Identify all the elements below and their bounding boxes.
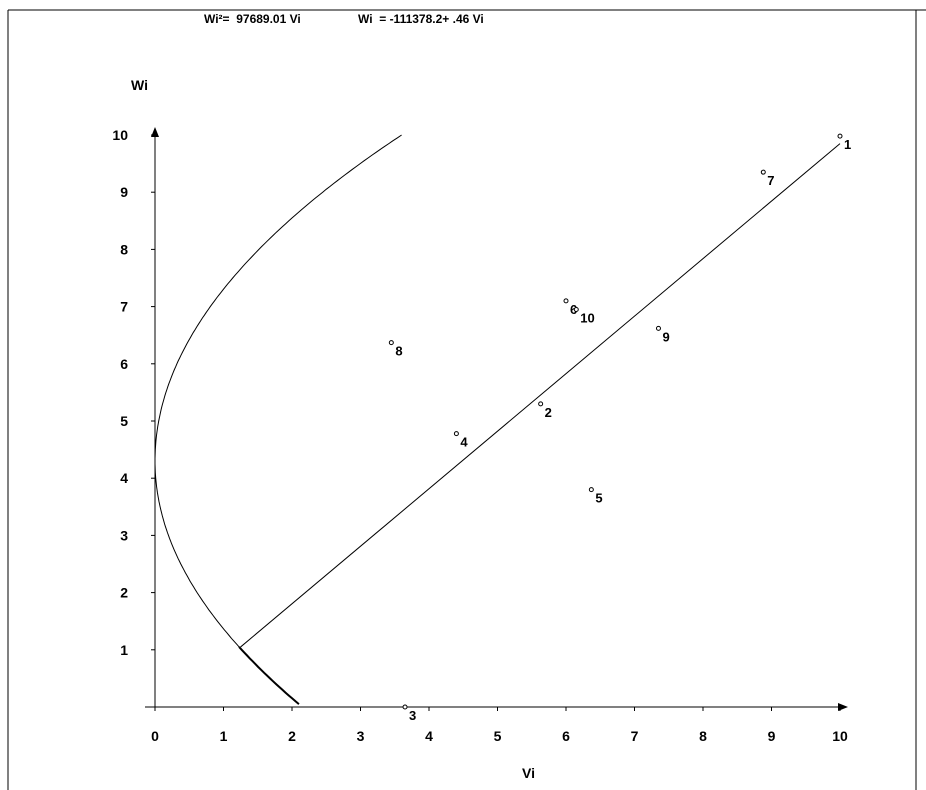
data-point-label: 6 bbox=[570, 302, 577, 317]
y-tick-label: 5 bbox=[120, 413, 128, 429]
data-point bbox=[402, 704, 408, 710]
parabola-lower-segment bbox=[238, 646, 300, 705]
y-ticks: 1 2 3 4 5 6 7 8 9 10 bbox=[112, 127, 155, 658]
data-point-label: 5 bbox=[595, 491, 602, 506]
y-tick-label: 2 bbox=[120, 585, 128, 601]
x-tick-label: 2 bbox=[288, 728, 296, 744]
y-axis-label: Wi bbox=[131, 77, 148, 93]
data-point-label: 10 bbox=[580, 310, 594, 325]
equation-line: Wi = -111378.2+ .46 Vi bbox=[358, 12, 484, 26]
x-ticks: 0 1 2 3 4 5 6 7 8 9 10 bbox=[151, 707, 848, 744]
data-point-label: 2 bbox=[545, 405, 552, 420]
x-tick-label: 9 bbox=[768, 728, 776, 744]
parabola-curve bbox=[154, 134, 402, 705]
x-tick-label: 5 bbox=[494, 728, 502, 744]
y-tick-label: 3 bbox=[120, 527, 128, 543]
y-tick-label: 6 bbox=[120, 356, 128, 372]
data-point bbox=[588, 487, 594, 493]
y-tick-label: 7 bbox=[120, 299, 128, 315]
x-tick-label: 1 bbox=[220, 728, 228, 744]
data-point bbox=[837, 133, 843, 139]
y-tick-label: 1 bbox=[120, 642, 128, 658]
y-tick-label: 4 bbox=[120, 470, 128, 486]
x-tick-label: 8 bbox=[699, 728, 707, 744]
y-tick-label: 9 bbox=[120, 184, 128, 200]
x-axis-label: Vi bbox=[522, 765, 535, 781]
data-points: 1 2 3 4 5 6 7 8 9 10 bbox=[388, 133, 851, 723]
data-point bbox=[453, 431, 459, 437]
data-point bbox=[563, 298, 569, 304]
equation-parabola: Wi²= 97689.01 Vi bbox=[204, 12, 301, 26]
data-point bbox=[760, 169, 766, 175]
data-point-label: 7 bbox=[767, 173, 774, 188]
x-tick-label: 7 bbox=[631, 728, 639, 744]
data-point-label: 8 bbox=[395, 344, 402, 359]
y-tick-label: 8 bbox=[120, 241, 128, 257]
data-point-label: 4 bbox=[460, 435, 468, 450]
data-point bbox=[538, 401, 544, 407]
data-point-label: 1 bbox=[844, 137, 851, 152]
data-point-label: 9 bbox=[662, 329, 669, 344]
x-tick-label: 3 bbox=[357, 728, 365, 744]
data-point bbox=[655, 325, 661, 331]
data-point bbox=[573, 306, 579, 312]
regression-line bbox=[240, 143, 841, 648]
x-tick-label: 0 bbox=[151, 728, 159, 744]
x-tick-label: 10 bbox=[832, 728, 848, 744]
x-tick-label: 6 bbox=[562, 728, 570, 744]
y-tick-label: 10 bbox=[112, 127, 128, 143]
data-point bbox=[388, 340, 394, 346]
x-tick-label: 4 bbox=[425, 728, 433, 744]
data-point-label: 3 bbox=[409, 708, 416, 723]
